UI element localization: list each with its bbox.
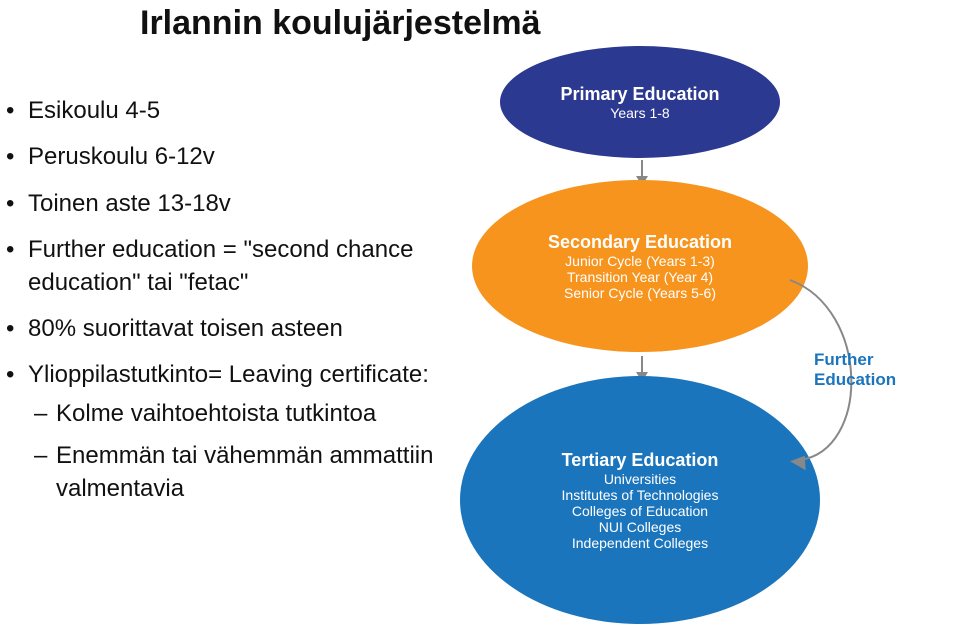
list-item: Esikoulu 4-5 (6, 95, 438, 127)
list-item: Toinen aste 13-18v (6, 188, 438, 220)
sub-list-item: Enemmän tai vähemmän ammattiin valmentav… (28, 440, 438, 505)
list-item: Ylioppilastutkinto= Leaving certificate:… (6, 359, 438, 505)
sub-bullet-text: Kolme vaihtoehtoista tutkintoa (56, 400, 376, 427)
bullet-list: Esikoulu 4-5 Peruskoulu 6-12v Toinen ast… (6, 95, 438, 519)
further-education-label: Further Education (814, 350, 959, 390)
bullet-text: Ylioppilastutkinto= Leaving certificate: (28, 361, 429, 388)
bullet-text: Further education = "second chance educa… (28, 236, 413, 295)
bullet-text: Peruskoulu 6-12v (28, 143, 215, 170)
education-diagram: Primary Education Years 1-8 Secondary Ed… (440, 30, 959, 644)
list-item: 80% suorittavat toisen asteen (6, 313, 438, 345)
list-item: Peruskoulu 6-12v (6, 141, 438, 173)
list-item: Further education = "second chance educa… (6, 234, 438, 299)
sub-list-item: Kolme vaihtoehtoista tutkintoa (28, 398, 438, 430)
bullet-text: Toinen aste 13-18v (28, 190, 231, 217)
curved-arrow-icon (440, 30, 959, 644)
bullet-text: Esikoulu 4-5 (28, 97, 160, 124)
sub-bullet-text: Enemmän tai vähemmän ammattiin valmentav… (56, 442, 433, 501)
bullet-text: 80% suorittavat toisen asteen (28, 315, 343, 342)
